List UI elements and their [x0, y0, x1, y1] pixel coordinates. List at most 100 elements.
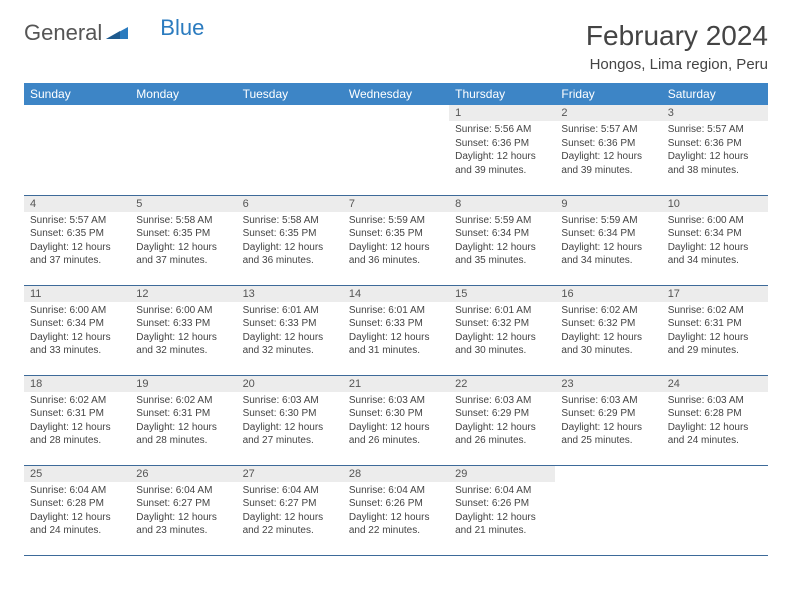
- calendar-day-cell: 8Sunrise: 5:59 AMSunset: 6:34 PMDaylight…: [449, 195, 555, 285]
- daylight-text: Daylight: 12 hours and 36 minutes.: [349, 241, 443, 268]
- sunrise-text: Sunrise: 6:03 AM: [561, 394, 655, 408]
- calendar-day-cell: 13Sunrise: 6:01 AMSunset: 6:33 PMDayligh…: [237, 285, 343, 375]
- day-info: Sunrise: 6:03 AMSunset: 6:28 PMDaylight:…: [662, 392, 768, 450]
- calendar-day-cell: [662, 465, 768, 555]
- daylight-text: Daylight: 12 hours and 32 minutes.: [136, 331, 230, 358]
- daylight-text: Daylight: 12 hours and 30 minutes.: [455, 331, 549, 358]
- day-info: Sunrise: 5:58 AMSunset: 6:35 PMDaylight:…: [130, 212, 236, 270]
- weekday-header: Monday: [130, 83, 236, 105]
- calendar-day-cell: [24, 105, 130, 195]
- calendar-day-cell: 25Sunrise: 6:04 AMSunset: 6:28 PMDayligh…: [24, 465, 130, 555]
- calendar-day-cell: 22Sunrise: 6:03 AMSunset: 6:29 PMDayligh…: [449, 375, 555, 465]
- calendar-day-cell: 4Sunrise: 5:57 AMSunset: 6:35 PMDaylight…: [24, 195, 130, 285]
- calendar-day-cell: 14Sunrise: 6:01 AMSunset: 6:33 PMDayligh…: [343, 285, 449, 375]
- sunrise-text: Sunrise: 5:59 AM: [455, 214, 549, 228]
- daylight-text: Daylight: 12 hours and 28 minutes.: [30, 421, 124, 448]
- day-info: Sunrise: 6:00 AMSunset: 6:33 PMDaylight:…: [130, 302, 236, 360]
- day-number-empty: [24, 105, 130, 121]
- daylight-text: Daylight: 12 hours and 22 minutes.: [243, 511, 337, 538]
- day-info: Sunrise: 6:01 AMSunset: 6:33 PMDaylight:…: [343, 302, 449, 360]
- sunrise-text: Sunrise: 6:03 AM: [668, 394, 762, 408]
- day-info: Sunrise: 6:01 AMSunset: 6:33 PMDaylight:…: [237, 302, 343, 360]
- day-number: 1: [449, 105, 555, 121]
- day-number: 18: [24, 376, 130, 392]
- day-info: Sunrise: 5:59 AMSunset: 6:34 PMDaylight:…: [555, 212, 661, 270]
- calendar-week-row: 11Sunrise: 6:00 AMSunset: 6:34 PMDayligh…: [24, 285, 768, 375]
- day-info: Sunrise: 5:56 AMSunset: 6:36 PMDaylight:…: [449, 121, 555, 179]
- day-number: 20: [237, 376, 343, 392]
- calendar-day-cell: 28Sunrise: 6:04 AMSunset: 6:26 PMDayligh…: [343, 465, 449, 555]
- day-info: Sunrise: 6:02 AMSunset: 6:31 PMDaylight:…: [24, 392, 130, 450]
- location-label: Hongos, Lima region, Peru: [586, 56, 768, 73]
- day-info: Sunrise: 6:02 AMSunset: 6:31 PMDaylight:…: [662, 302, 768, 360]
- sunset-text: Sunset: 6:27 PM: [136, 497, 230, 511]
- weekday-header: Tuesday: [237, 83, 343, 105]
- day-number: 26: [130, 466, 236, 482]
- sunset-text: Sunset: 6:35 PM: [243, 227, 337, 241]
- daylight-text: Daylight: 12 hours and 32 minutes.: [243, 331, 337, 358]
- weekday-header: Saturday: [662, 83, 768, 105]
- sunrise-text: Sunrise: 5:59 AM: [349, 214, 443, 228]
- sunrise-text: Sunrise: 6:01 AM: [455, 304, 549, 318]
- day-info: Sunrise: 5:59 AMSunset: 6:35 PMDaylight:…: [343, 212, 449, 270]
- calendar-day-cell: 6Sunrise: 5:58 AMSunset: 6:35 PMDaylight…: [237, 195, 343, 285]
- day-info: Sunrise: 6:04 AMSunset: 6:27 PMDaylight:…: [130, 482, 236, 540]
- daylight-text: Daylight: 12 hours and 38 minutes.: [668, 150, 762, 177]
- page-header: General Blue February 2024 Hongos, Lima …: [0, 0, 792, 83]
- daylight-text: Daylight: 12 hours and 39 minutes.: [561, 150, 655, 177]
- daylight-text: Daylight: 12 hours and 25 minutes.: [561, 421, 655, 448]
- sunrise-text: Sunrise: 5:57 AM: [668, 123, 762, 137]
- calendar-day-cell: 11Sunrise: 6:00 AMSunset: 6:34 PMDayligh…: [24, 285, 130, 375]
- sunrise-text: Sunrise: 6:01 AM: [349, 304, 443, 318]
- sunrise-text: Sunrise: 6:01 AM: [243, 304, 337, 318]
- daylight-text: Daylight: 12 hours and 22 minutes.: [349, 511, 443, 538]
- day-number: 7: [343, 196, 449, 212]
- day-info: Sunrise: 6:00 AMSunset: 6:34 PMDaylight:…: [24, 302, 130, 360]
- day-number: 3: [662, 105, 768, 121]
- day-info: Sunrise: 5:58 AMSunset: 6:35 PMDaylight:…: [237, 212, 343, 270]
- weekday-header: Thursday: [449, 83, 555, 105]
- calendar-day-cell: 18Sunrise: 6:02 AMSunset: 6:31 PMDayligh…: [24, 375, 130, 465]
- sunset-text: Sunset: 6:31 PM: [668, 317, 762, 331]
- sunset-text: Sunset: 6:26 PM: [349, 497, 443, 511]
- daylight-text: Daylight: 12 hours and 30 minutes.: [561, 331, 655, 358]
- sunrise-text: Sunrise: 6:00 AM: [30, 304, 124, 318]
- day-number-empty: [130, 105, 236, 121]
- calendar-day-cell: 19Sunrise: 6:02 AMSunset: 6:31 PMDayligh…: [130, 375, 236, 465]
- calendar-day-cell: 27Sunrise: 6:04 AMSunset: 6:27 PMDayligh…: [237, 465, 343, 555]
- sunset-text: Sunset: 6:30 PM: [349, 407, 443, 421]
- calendar-week-row: 4Sunrise: 5:57 AMSunset: 6:35 PMDaylight…: [24, 195, 768, 285]
- sunrise-text: Sunrise: 5:59 AM: [561, 214, 655, 228]
- brand-triangle-icon: [106, 23, 128, 44]
- daylight-text: Daylight: 12 hours and 29 minutes.: [668, 331, 762, 358]
- calendar-day-cell: 3Sunrise: 5:57 AMSunset: 6:36 PMDaylight…: [662, 105, 768, 195]
- day-info: Sunrise: 5:59 AMSunset: 6:34 PMDaylight:…: [449, 212, 555, 270]
- sunrise-text: Sunrise: 5:58 AM: [136, 214, 230, 228]
- sunrise-text: Sunrise: 6:04 AM: [455, 484, 549, 498]
- daylight-text: Daylight: 12 hours and 39 minutes.: [455, 150, 549, 177]
- day-number: 13: [237, 286, 343, 302]
- day-number: 17: [662, 286, 768, 302]
- calendar-week-row: 1Sunrise: 5:56 AMSunset: 6:36 PMDaylight…: [24, 105, 768, 195]
- day-info: Sunrise: 5:57 AMSunset: 6:36 PMDaylight:…: [662, 121, 768, 179]
- daylight-text: Daylight: 12 hours and 28 minutes.: [136, 421, 230, 448]
- calendar-day-cell: 21Sunrise: 6:03 AMSunset: 6:30 PMDayligh…: [343, 375, 449, 465]
- day-number: 14: [343, 286, 449, 302]
- sunset-text: Sunset: 6:29 PM: [455, 407, 549, 421]
- day-number-empty: [555, 466, 661, 482]
- sunset-text: Sunset: 6:32 PM: [455, 317, 549, 331]
- daylight-text: Daylight: 12 hours and 31 minutes.: [349, 331, 443, 358]
- sunset-text: Sunset: 6:32 PM: [561, 317, 655, 331]
- calendar-day-cell: [237, 105, 343, 195]
- brand-logo: General Blue: [24, 20, 204, 46]
- sunset-text: Sunset: 6:28 PM: [30, 497, 124, 511]
- sunset-text: Sunset: 6:30 PM: [243, 407, 337, 421]
- month-title: February 2024: [586, 20, 768, 52]
- day-info: Sunrise: 6:00 AMSunset: 6:34 PMDaylight:…: [662, 212, 768, 270]
- day-number: 4: [24, 196, 130, 212]
- sunrise-text: Sunrise: 5:56 AM: [455, 123, 549, 137]
- sunset-text: Sunset: 6:31 PM: [136, 407, 230, 421]
- day-info: Sunrise: 6:01 AMSunset: 6:32 PMDaylight:…: [449, 302, 555, 360]
- sunrise-text: Sunrise: 6:00 AM: [668, 214, 762, 228]
- daylight-text: Daylight: 12 hours and 34 minutes.: [668, 241, 762, 268]
